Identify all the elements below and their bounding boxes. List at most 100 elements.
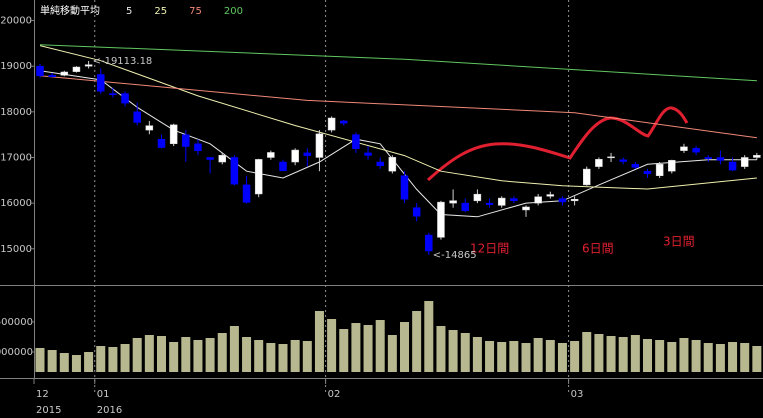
volume-bar [193, 340, 203, 372]
candle-body [254, 159, 263, 195]
candle-body [145, 125, 154, 131]
candle-body [242, 184, 251, 203]
volume-bar [400, 322, 409, 372]
volume-bar [266, 343, 276, 372]
volume-bar [327, 319, 337, 372]
candle-body [327, 117, 336, 131]
candle-body [291, 149, 299, 163]
candle-body [169, 124, 178, 145]
x-tick-label: 03 [571, 389, 584, 400]
candle-body [485, 202, 494, 205]
candle-body [376, 161, 384, 166]
volume-bar [302, 341, 312, 372]
volume-bar [594, 334, 604, 372]
volume-bar [557, 343, 567, 372]
volume-bar [618, 337, 628, 372]
candle-body [510, 198, 518, 201]
volume-bar [351, 323, 361, 372]
volume-bar [157, 336, 166, 372]
volume-bar [229, 326, 239, 372]
candle-body [72, 66, 81, 72]
volume-bar [424, 301, 434, 372]
volume-bar [120, 344, 130, 372]
year-label: 2015 [36, 405, 61, 416]
volume-bar [71, 355, 81, 372]
candle-body [740, 157, 749, 167]
volume-bar [339, 329, 349, 372]
candle-body [279, 161, 287, 172]
volume-bar [47, 350, 57, 372]
candle-body [619, 159, 627, 162]
volume-bar [84, 352, 94, 372]
candle-body [595, 159, 603, 167]
candle-body [388, 157, 397, 172]
candle-body [400, 175, 409, 200]
volume-bar [630, 335, 640, 372]
volume-bar [667, 342, 677, 372]
y-tick-label: 18000 [0, 107, 32, 118]
candle-body [607, 156, 615, 159]
volume-bar [108, 347, 118, 372]
volume-bar [655, 340, 665, 372]
candle-body [704, 157, 712, 159]
candle-body [728, 161, 737, 171]
candle-body [121, 93, 129, 104]
volume-bar [144, 335, 154, 372]
volume-bar [715, 344, 725, 372]
volume-bar [582, 332, 592, 372]
volume-bar [132, 338, 142, 372]
x-tick-label: 02 [328, 389, 341, 400]
candle-body [534, 196, 542, 204]
candle-body [157, 138, 166, 148]
candle-body [631, 164, 640, 168]
volume-bar [606, 336, 616, 372]
volume-bar [448, 330, 458, 372]
candle-body [218, 155, 226, 163]
candle-body [230, 157, 239, 185]
volume-bar [59, 353, 69, 372]
volume-bar [412, 311, 422, 372]
candle-body [449, 200, 457, 204]
candle-body [84, 64, 93, 67]
volume-bar [703, 343, 713, 372]
candle-body [412, 207, 421, 217]
candle-body [680, 146, 688, 151]
volume-bar [691, 340, 701, 372]
moving-average-line [39, 44, 757, 82]
volume-bar [181, 337, 191, 372]
y-tick-label: 16000 [0, 198, 32, 209]
volume-bar [205, 338, 215, 372]
volume-tick-label: 1000000 [0, 347, 33, 358]
x-tick-label: 01 [97, 389, 110, 400]
volume-tick-label: 2500000 [0, 317, 33, 328]
volume-bar [497, 342, 507, 372]
candle-body [340, 120, 348, 124]
note: 6日間 [582, 242, 614, 256]
note: 12日間 [470, 242, 509, 256]
candle-body [36, 65, 44, 77]
y-tick-label: 20000 [0, 16, 32, 27]
candle-body [668, 160, 676, 172]
price-marker: <-14865 [433, 250, 477, 261]
volume-bar [278, 344, 288, 372]
volume-bar [740, 343, 750, 372]
volume-bar [169, 342, 179, 372]
year-label: 2016 [97, 405, 122, 416]
candle-body [437, 201, 445, 238]
candle-body [497, 197, 506, 206]
moving-average-line [39, 45, 757, 190]
legend-entry: 5 [126, 6, 132, 17]
volume-bar [643, 339, 652, 372]
legend-entry: 75 [189, 6, 202, 17]
volume-bar [436, 326, 446, 372]
candle-body [716, 157, 725, 161]
legend-entry: 25 [154, 6, 167, 17]
volume-bar [472, 337, 482, 372]
y-tick-label: 17000 [0, 152, 32, 163]
candle-body [643, 170, 652, 175]
volume-bar [314, 311, 324, 372]
volume-bar [217, 333, 227, 372]
legend-title: 単純移動平均 [40, 4, 100, 17]
candle-body [60, 71, 69, 76]
